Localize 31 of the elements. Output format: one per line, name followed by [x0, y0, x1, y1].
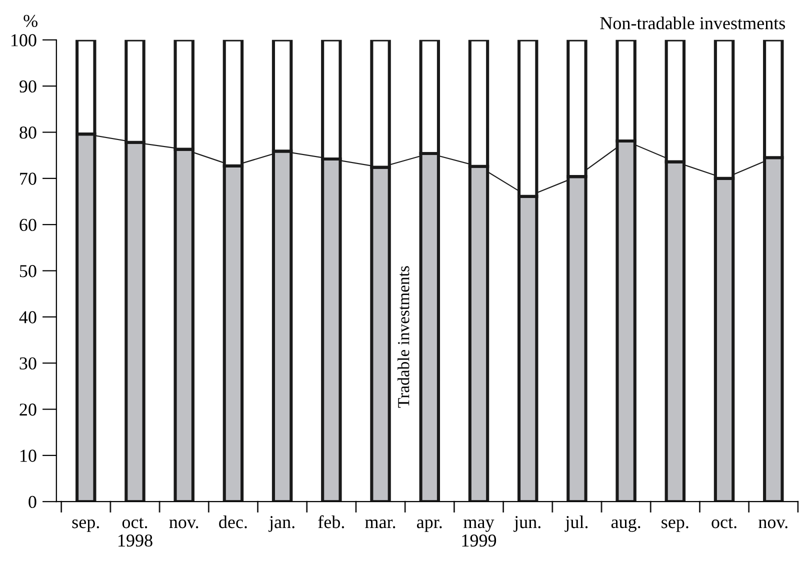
x-tick-label: dec. [219, 515, 247, 528]
x-tick-label: sep. [72, 520, 99, 532]
text: 1999 [462, 534, 496, 547]
y-tick-label: 90 [20, 80, 36, 93]
y-tick-label: 40 [19, 311, 36, 324]
x-tick-label: nov. [169, 520, 198, 528]
x-tick-label: jan. [268, 516, 294, 532]
series-label: Non-tradable investments [600, 16, 786, 30]
x-tick-label: aug. [611, 518, 640, 532]
text: Tradable investments [398, 266, 410, 408]
y-tick-label: 30 [20, 357, 36, 370]
x-tick-label: sep. [662, 520, 688, 532]
x-tick-label: jun. [514, 516, 540, 532]
x-tick-label: oct. [122, 518, 148, 528]
x-tick-label: oct. [712, 518, 736, 528]
y-tick-label: 10 [20, 450, 36, 462]
y-tick-label: 20 [20, 404, 36, 416]
x-tick-label: may [464, 519, 494, 532]
x-tick-label: nov. [758, 520, 788, 528]
y-tick-label: 60 [20, 218, 36, 232]
y-tick-label: 70 [20, 172, 36, 185]
y-tick-label: 50 [20, 265, 36, 278]
y-tick-label: 100 [11, 34, 36, 46]
y-tick-label: 0 [28, 496, 36, 508]
x-tick-label: feb. [318, 515, 344, 528]
text: 1998 [118, 534, 152, 547]
x-tick-label: apr. [416, 520, 442, 532]
x-tick-label: jul. [564, 515, 588, 532]
x-tick-label: mar. [365, 520, 396, 528]
y-tick-label: 80 [20, 126, 36, 139]
y-axis-title: % [24, 14, 38, 28]
